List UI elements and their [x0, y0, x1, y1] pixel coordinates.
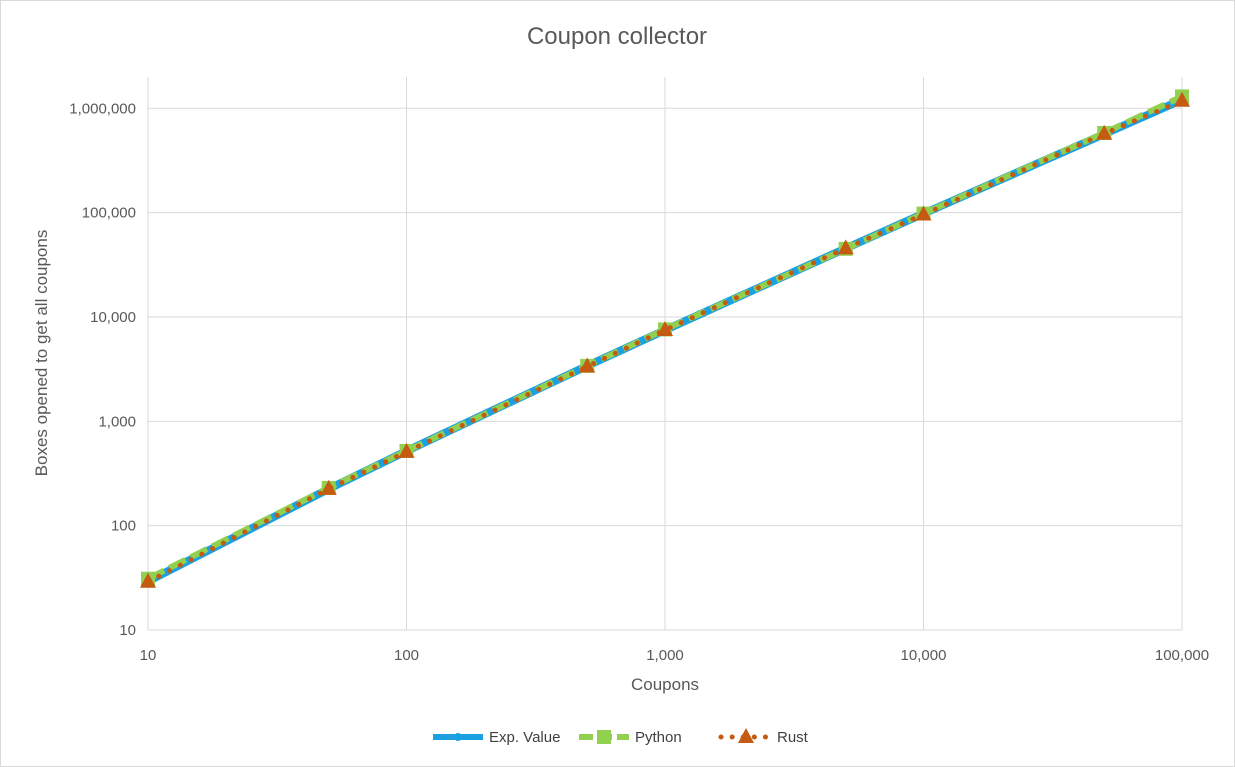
legend-item-exp-value: Exp. Value	[433, 729, 560, 746]
chart-title: Coupon collector	[527, 23, 707, 50]
x-tick-label: 100	[394, 647, 419, 664]
y-tick-label: 100	[111, 518, 136, 535]
python-marker	[597, 730, 611, 744]
y-tick-label: 1,000,000	[69, 100, 136, 117]
legend-label: Exp. Value	[489, 729, 560, 746]
legend: Exp. Value Python Rust	[433, 728, 809, 746]
rust-marker	[398, 442, 415, 458]
rust-marker	[738, 728, 754, 743]
x-tick-label: 1,000	[646, 647, 684, 664]
legend-label: Python	[635, 729, 682, 746]
x-axis-title: Coupons	[631, 675, 699, 694]
series	[140, 89, 1190, 588]
x-tick-label: 10	[140, 647, 157, 664]
rust-marker	[1096, 124, 1113, 140]
y-tick-label: 10	[119, 622, 136, 639]
y-axis-title: Boxes opened to get all coupons	[32, 230, 51, 477]
y-tick-labels: 10 100 1,000 10,000 100,000 1,000,000	[69, 100, 136, 639]
gridlines	[147, 77, 1183, 631]
rust-marker	[1174, 91, 1190, 107]
rust-marker	[837, 239, 854, 255]
x-tick-label: 10,000	[901, 647, 947, 664]
rust-marker	[915, 205, 932, 221]
x-tick-label: 100,000	[1155, 647, 1209, 664]
rust-marker	[320, 479, 337, 495]
y-tick-label: 100,000	[82, 205, 136, 222]
y-tick-label: 10,000	[90, 309, 136, 326]
x-tick-labels: 10 100 1,000 10,000 100,000	[140, 647, 1209, 664]
series-rust	[140, 91, 1190, 588]
legend-item-python: Python	[579, 729, 682, 746]
rust-marker	[657, 321, 673, 337]
legend-item-rust: Rust	[718, 728, 809, 746]
y-tick-label: 1,000	[98, 413, 136, 430]
rust-marker	[140, 572, 156, 588]
rust-marker	[579, 357, 596, 373]
series-line-rust	[145, 98, 1185, 585]
legend-label: Rust	[777, 729, 809, 746]
exp-value-marker	[454, 733, 462, 741]
